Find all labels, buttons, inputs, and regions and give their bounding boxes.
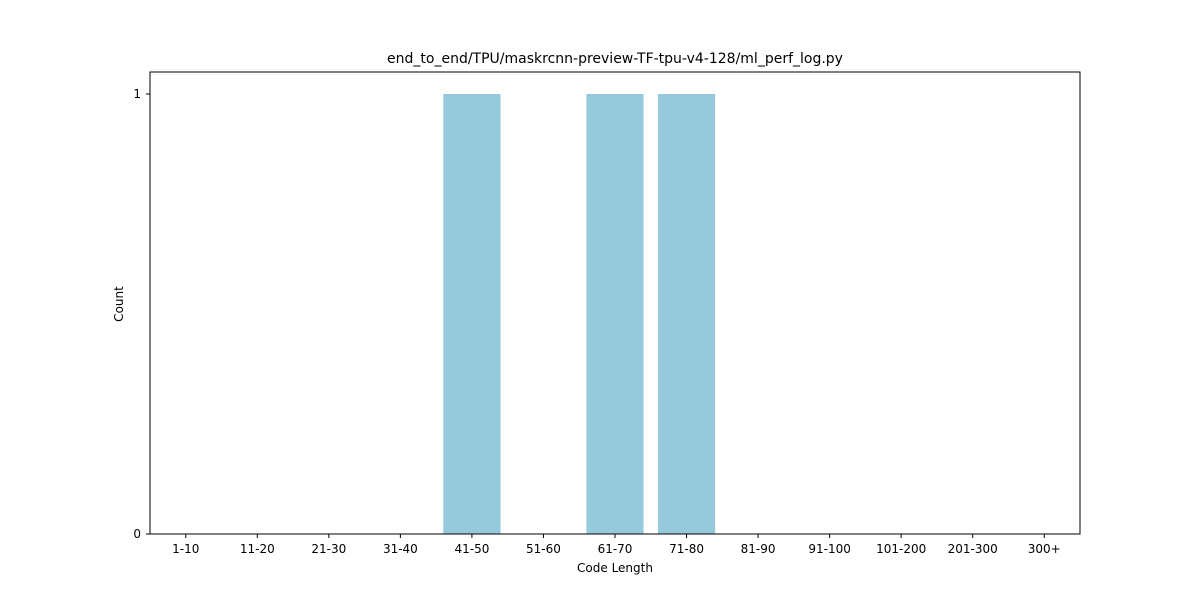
x-tick-label: 51-60 — [526, 542, 561, 556]
bars-layer — [443, 94, 716, 534]
x-tick-label: 300+ — [1028, 542, 1061, 556]
x-tick-label: 71-80 — [669, 542, 704, 556]
x-tick-label: 101-200 — [876, 542, 926, 556]
y-axis-title: Count — [112, 286, 126, 322]
y-tick-label: 1 — [133, 87, 141, 101]
axes-layer: 1-10 11-20 21-30 31-40 41-50 51-60 61-70 71-80 8… — [133, 71, 1081, 556]
x-tick-label: 81-90 — [741, 542, 776, 556]
x-tick-label: 91-100 — [808, 542, 851, 556]
x-tick-label: 41-50 — [454, 542, 489, 556]
x-tick-label: 1-10 — [172, 542, 199, 556]
x-tick-label: 61-70 — [598, 542, 633, 556]
x-tick-label: 21-30 — [311, 542, 346, 556]
bar-61-70 — [586, 94, 644, 534]
bar-71-80 — [657, 94, 716, 534]
bar-41-50 — [443, 94, 501, 534]
x-axis-title: Code Length — [577, 561, 653, 575]
x-tick-label: 201-300 — [948, 542, 998, 556]
y-tick-label: 0 — [133, 527, 141, 541]
x-tick-label: 31-40 — [383, 542, 418, 556]
x-tick-label: 11-20 — [240, 542, 275, 556]
chart-title: end_to_end/TPU/maskrcnn-preview-TF-tpu-v… — [387, 51, 843, 67]
